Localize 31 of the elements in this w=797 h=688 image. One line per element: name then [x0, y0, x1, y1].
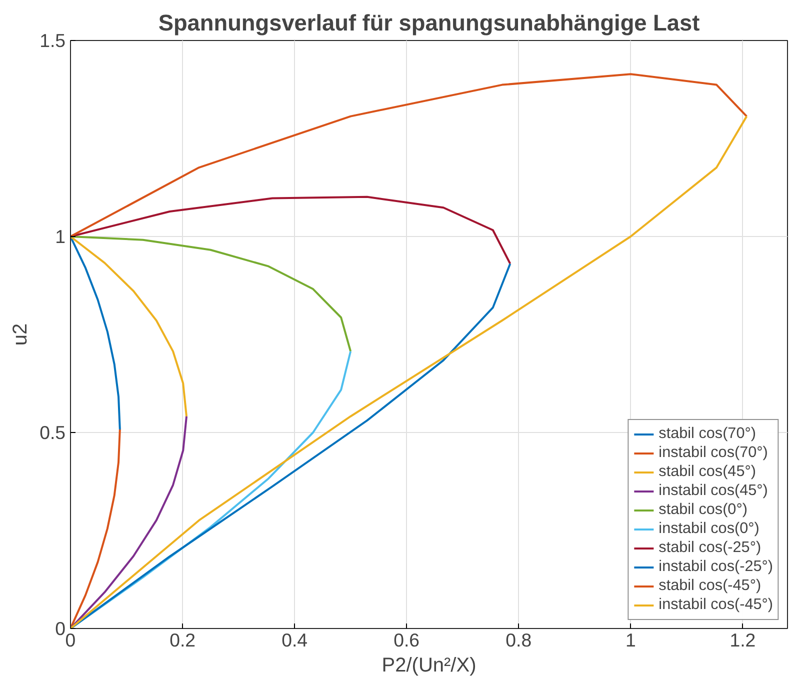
line-series — [70, 236, 188, 418]
x-tick-label: 0.8 — [506, 630, 532, 650]
x-tick-label: 1.2 — [730, 630, 756, 650]
line-series — [70, 236, 121, 430]
legend-label: instabil cos(0°) — [658, 520, 760, 538]
line-series — [70, 262, 512, 628]
x-axis-title: P2/(Un²/X) — [382, 654, 476, 676]
legend-label: stabil cos(0°) — [658, 501, 748, 519]
y-axis-title: u2 — [10, 323, 32, 346]
line-series — [70, 73, 748, 238]
y-tick-label: 1 — [55, 226, 66, 247]
legend-label: instabil cos(-25°) — [658, 558, 773, 576]
legend-label: instabil cos(-45°) — [658, 596, 773, 614]
line-series — [70, 350, 352, 628]
chart-title: Spannungsverlauf für spanungsunabhängige Last — [158, 10, 700, 36]
legend-label: stabil cos(70°) — [658, 425, 756, 443]
x-tick-label: 1 — [625, 630, 636, 650]
x-tick-label: 0.4 — [282, 630, 308, 650]
legend-label: stabil cos(-25°) — [658, 539, 762, 557]
legend-label: instabil cos(70°) — [658, 444, 768, 462]
line-series — [70, 236, 352, 352]
x-tick-label: 0.6 — [394, 630, 420, 650]
legend-label: stabil cos(-45°) — [658, 577, 762, 595]
line-series — [70, 415, 188, 628]
line-series — [70, 428, 121, 628]
y-tick-label: 0.5 — [40, 422, 66, 443]
x-tick-label: 0.2 — [170, 630, 196, 650]
legend-label: instabil cos(45°) — [658, 482, 768, 500]
line-series — [70, 196, 512, 265]
legend-label: stabil cos(45°) — [658, 463, 756, 481]
y-tick-label: 1.5 — [40, 30, 66, 51]
